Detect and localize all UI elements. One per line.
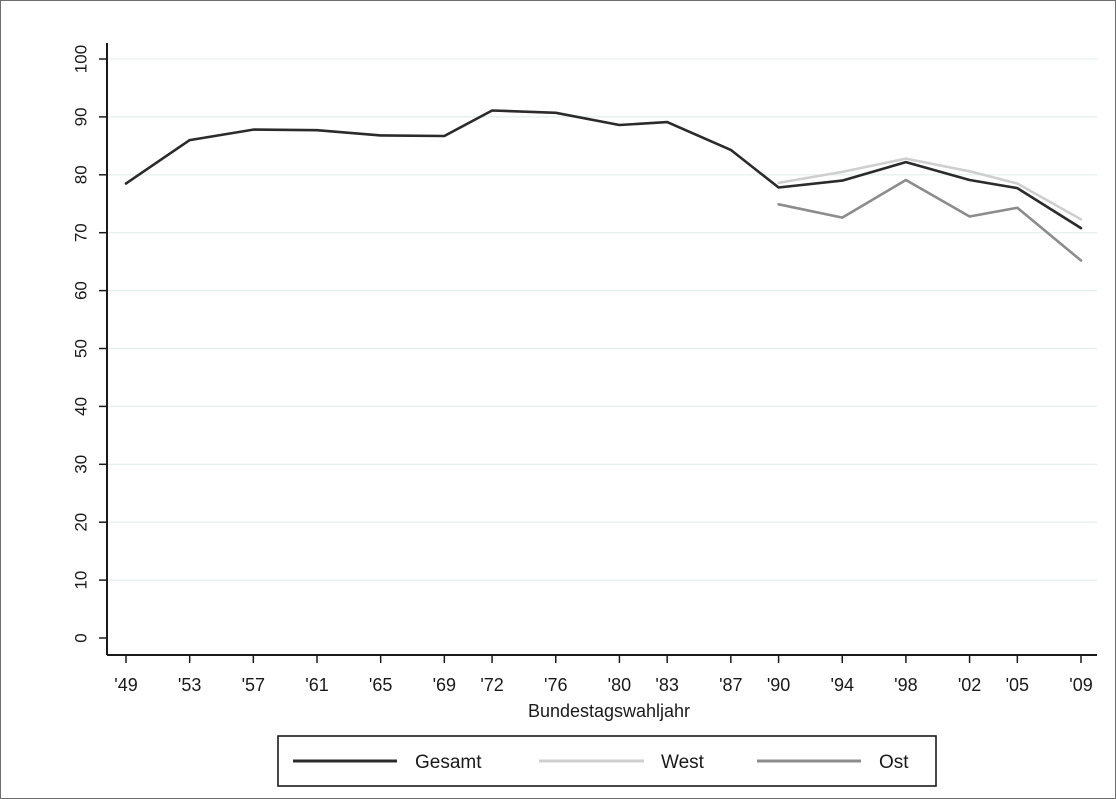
y-tick-label: 0: [72, 633, 91, 642]
x-tick-label: '90: [767, 675, 790, 695]
legend-label-ost: Ost: [879, 752, 909, 773]
x-tick-label: '80: [608, 675, 631, 695]
x-tick-label: '98: [894, 675, 917, 695]
series-lines: [124, 109, 1083, 262]
y-tick-label: 80: [72, 165, 91, 184]
x-tick-label: '49: [114, 675, 137, 695]
x-tick-label: '57: [242, 675, 265, 695]
y-tick-label: 90: [72, 107, 91, 126]
y-tick-label: 100: [72, 45, 91, 73]
x-tick-label: '69: [433, 675, 456, 695]
x-tick-label: '53: [178, 675, 201, 695]
y-tick-label: 40: [72, 397, 91, 416]
x-tick-label: '76: [544, 675, 567, 695]
y-tick-label: 10: [72, 571, 91, 590]
x-tick-label: '02: [958, 675, 981, 695]
series-line-west: [777, 157, 1083, 221]
x-tick-label: '94: [831, 675, 854, 695]
grid-lines: [107, 58, 1097, 581]
y-tick-label: 60: [72, 281, 91, 300]
x-tick-label: '83: [655, 675, 678, 695]
x-tick-label: '72: [480, 675, 503, 695]
legend-label-gesamt: Gesamt: [415, 752, 482, 773]
y-tick-label: 50: [72, 339, 91, 358]
legend-label-west: West: [661, 752, 705, 773]
series-line-ost: [777, 178, 1083, 262]
x-tick-label: '09: [1069, 675, 1092, 695]
x-tick-label: '05: [1006, 675, 1029, 695]
x-axis-title: Bundestagswahljahr: [528, 701, 690, 721]
y-tick-label: 30: [72, 455, 91, 474]
x-tick-label: '61: [305, 675, 328, 695]
y-tick-label: 20: [72, 513, 91, 532]
x-tick-label: '87: [719, 675, 742, 695]
legend: Gesamt West Ost: [277, 735, 937, 787]
series-line-gesamt: [124, 109, 1083, 230]
axes: 0 10 20 30 40 50 60 70 80 90 100 '49 '53 '57 '61 '65 '69…: [72, 43, 1097, 695]
x-tick-label: '65: [369, 675, 392, 695]
y-tick-label: 70: [72, 223, 91, 242]
